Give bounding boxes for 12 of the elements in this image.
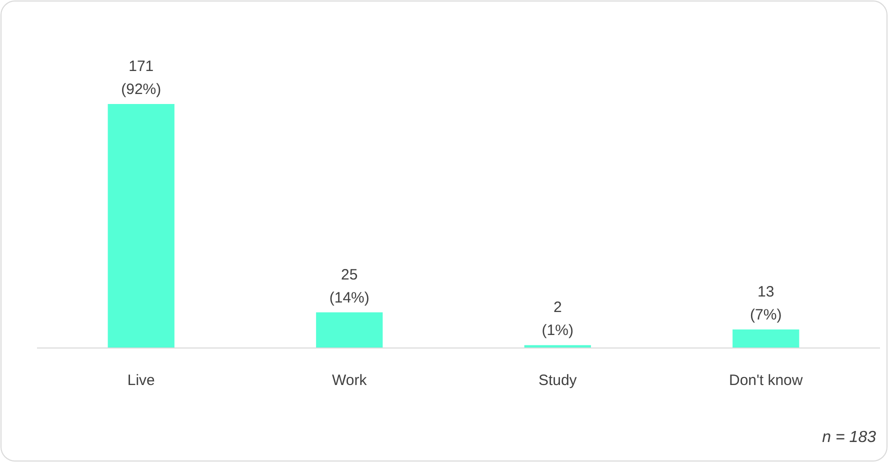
data-label: 2 (1%) bbox=[542, 299, 574, 340]
bar bbox=[316, 312, 383, 348]
data-label: 13 (7%) bbox=[750, 283, 782, 324]
data-label: 25 (14%) bbox=[329, 266, 370, 306]
x-tick-label: Don't know bbox=[729, 372, 803, 389]
x-tick-label: Work bbox=[332, 372, 368, 389]
text: n = 183 bbox=[822, 429, 876, 446]
data-label: 171 (92%) bbox=[121, 58, 162, 98]
x-tick-label: Study bbox=[538, 372, 578, 389]
bar bbox=[108, 104, 174, 348]
x-tick-label: Live bbox=[127, 372, 155, 389]
bar bbox=[732, 329, 800, 348]
